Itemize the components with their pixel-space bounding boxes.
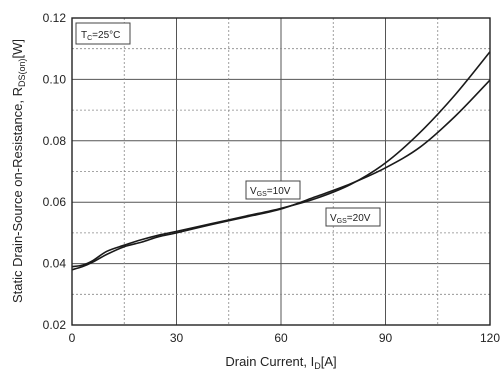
x-tick-label-1: 30 [170,331,184,345]
y-tick-label-4: 0.10 [43,72,67,86]
x-tick-labels: 0 30 60 90 120 [69,331,501,345]
y-tick-label-2: 0.06 [43,195,67,209]
series-10v-sub: GS [257,191,267,198]
condition-box: TC=25°C [76,23,130,44]
x-axis-title: Drain Current, ID[A] [225,354,336,371]
y-axis-title-sub: DS(on) [17,58,27,87]
series-label-20v: VGS=20V [326,208,380,226]
x-axis-title-main: Drain Current, I [225,354,314,369]
y-tick-label-1: 0.04 [43,257,67,271]
x-tick-label-4: 120 [480,331,500,345]
x-tick-label-2: 60 [274,331,288,345]
svg-text:TC=25°C: TC=25°C [81,30,120,42]
series-label-10v: VGS=10V [246,181,300,199]
y-tick-labels: 0.02 0.04 0.06 0.08 0.10 0.12 [43,11,67,332]
svg-text:VGS=10V: VGS=10V [250,186,291,198]
y-axis-title-main: Static Drain-Source on-Resistance, R [10,87,25,303]
y-axis-title-unit: [W] [10,39,25,59]
series-20v-sub: GS [337,218,347,225]
y-tick-label-0: 0.02 [43,318,67,332]
svg-text:VGS=20V: VGS=20V [330,213,371,225]
y-axis-title: Static Drain-Source on-Resistance, RDS(o… [10,39,27,303]
condition-suffix: =25°C [92,30,120,41]
x-tick-label-3: 90 [379,331,393,345]
x-tick-label-0: 0 [69,331,76,345]
series-10v-suffix: =10V [267,186,291,197]
y-tick-label-3: 0.08 [43,134,67,148]
x-axis-title-unit: [A] [321,354,337,369]
y-tick-label-5: 0.12 [43,11,67,25]
series-20v-suffix: =20V [347,213,371,224]
